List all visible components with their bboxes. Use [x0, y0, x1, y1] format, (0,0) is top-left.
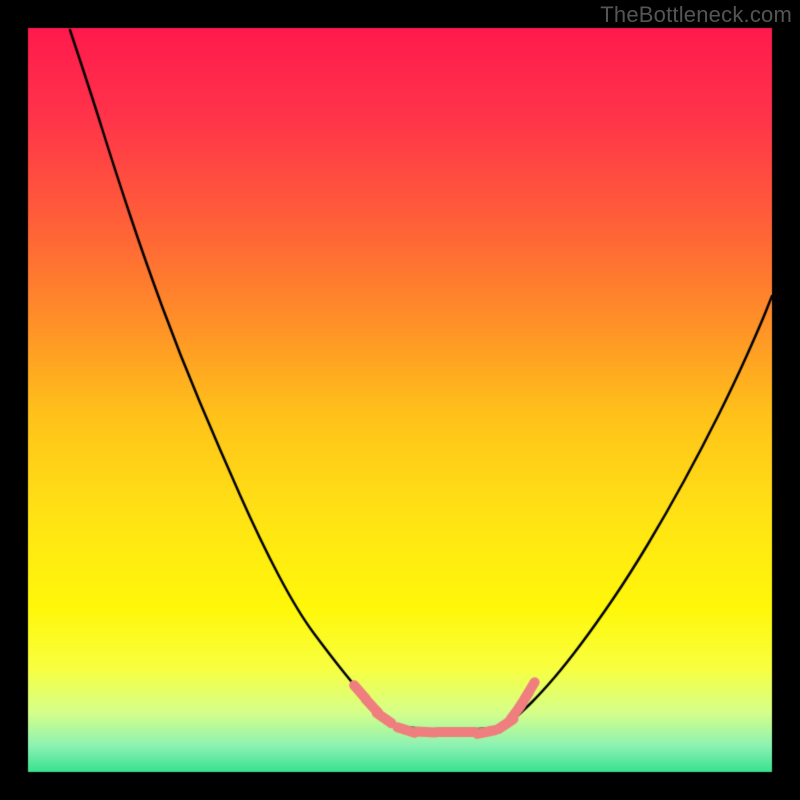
gradient-v-chart — [0, 0, 800, 800]
chart-stage: TheBottleneck.com — [0, 0, 800, 800]
